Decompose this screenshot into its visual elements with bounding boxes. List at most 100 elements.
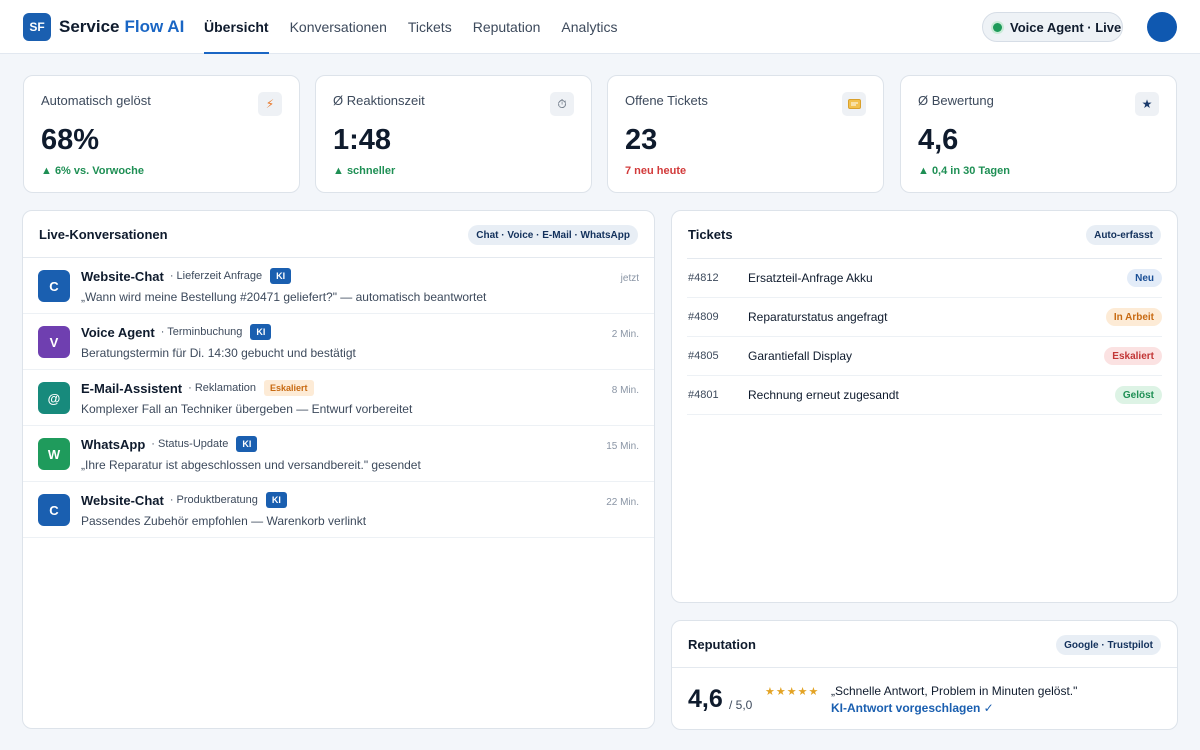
ticket-title: Garantiefall Display — [748, 349, 853, 363]
ticket-id: #4805 — [688, 350, 719, 362]
kpi-value: 68% — [41, 124, 100, 156]
kpi-value: 1:48 — [333, 124, 392, 156]
conversation-row[interactable]: V Voice Agent · Terminbuchung KI Beratun… — [23, 314, 654, 370]
ticket-title: Reparaturstatus angefragt — [748, 310, 888, 324]
conversation-message: Passendes Zubehör empfohlen — Warenkorb … — [81, 514, 367, 528]
status-badge: Eskaliert — [1104, 347, 1162, 365]
kpi-label: Ø Bewertung — [918, 93, 994, 108]
conversation-row[interactable]: C Website-Chat · Produktberatung KI Pass… — [23, 482, 654, 538]
ki-badge: KI — [250, 324, 272, 340]
tab-analytics[interactable]: Analytics — [561, 19, 618, 35]
channels-tag[interactable]: Chat · Voice · E-Mail · WhatsApp — [468, 225, 638, 245]
conversation-topic: · Lieferzeit Anfrage — [169, 270, 263, 282]
star-icon: ★ — [1135, 92, 1159, 116]
top-bar: SF Service Flow AI Übersicht Konversation… — [0, 0, 1200, 54]
ki-badge: KI — [270, 268, 292, 284]
ticket-id: #4812 — [688, 272, 719, 284]
panel-title: Tickets — [688, 227, 733, 242]
ticket-icon — [842, 92, 866, 116]
review-quote: „Schnelle Antwort, Problem in Minuten ge… — [831, 684, 1078, 698]
ai-reply-suggested-link[interactable]: KI-Antwort vorgeschlagen ✓ — [831, 701, 994, 715]
kpi-card-auto-resolved: Automatisch gelöst ⚡ 68% ▲ 6% vs. Vorwoc… — [23, 75, 300, 193]
auto-captured-tag[interactable]: Auto-erfasst — [1086, 225, 1161, 245]
user-avatar[interactable] — [1147, 12, 1177, 42]
conversation-message: „Wann wird meine Bestellung #20471 gelie… — [81, 290, 487, 304]
tab-reputation[interactable]: Reputation — [472, 19, 541, 35]
panel-title: Live-Konversationen — [39, 227, 168, 242]
status-badge: Neu — [1127, 269, 1162, 287]
ticket-row[interactable]: #4812 Ersatzteil-Anfrage Akku Neu — [687, 259, 1162, 298]
conversation-channel: E-Mail-Assistent — [81, 380, 183, 396]
conversation-time: jetzt — [620, 273, 639, 284]
ticket-id: #4801 — [688, 389, 719, 401]
channel-avatar: V — [38, 326, 70, 358]
conversation-message: „Ihre Reparatur ist abgeschlossen und ve… — [81, 458, 421, 472]
conversation-topic: · Terminbuchung — [160, 326, 243, 338]
channel-avatar: @ — [38, 382, 70, 414]
ticket-id: #4809 — [688, 311, 719, 323]
ticket-title: Ersatzteil-Anfrage Akku — [748, 271, 873, 285]
tab-uebersicht[interactable]: Übersicht — [204, 0, 269, 54]
reputation-max: / 5,0 — [729, 698, 753, 712]
voice-agent-status-button[interactable]: Voice Agent · Live — [982, 12, 1123, 42]
brand-name-primary: Service — [59, 17, 120, 36]
panel-header: Live-Konversationen Chat · Voice · E-Mai… — [23, 211, 654, 258]
conversation-time: 22 Min. — [606, 497, 639, 508]
kpi-trend: ▲ schneller — [333, 165, 396, 177]
brand-name: Service Flow AI — [59, 17, 184, 37]
conversation-row[interactable]: C Website-Chat · Lieferzeit Anfrage KI „… — [23, 258, 654, 314]
kpi-card-open-tickets: Offene Tickets 23 7 neu heute — [607, 75, 884, 193]
conversation-channel: Voice Agent — [81, 324, 155, 340]
ki-badge: KI — [236, 436, 258, 452]
status-badge: Gelöst — [1114, 386, 1162, 404]
conversation-row[interactable]: W WhatsApp · Status-Update KI „Ihre Repa… — [23, 426, 654, 482]
kpi-label: Offene Tickets — [625, 93, 708, 108]
ticket-list: #4812 Ersatzteil-Anfrage Akku Neu #4809 … — [672, 259, 1177, 415]
reputation-panel: Reputation Google · Trustpilot 4,6 / 5,0… — [671, 620, 1178, 730]
app-logo[interactable]: SF — [23, 13, 51, 41]
conversation-topic: · Reklamation — [188, 382, 256, 394]
conversation-time: 15 Min. — [606, 441, 639, 452]
ticket-row[interactable]: #4805 Garantiefall Display Eskaliert — [687, 337, 1162, 376]
ticket-row[interactable]: #4801 Rechnung erneut zugesandt Gelöst — [687, 376, 1162, 415]
conversation-topic: · Produktberatung — [169, 494, 258, 506]
kpi-label: Ø Reaktionszeit — [333, 93, 425, 108]
conversation-channel: WhatsApp — [81, 436, 146, 452]
conversation-time: 2 Min. — [611, 329, 639, 340]
live-conversations-panel: Live-Konversationen Chat · Voice · E-Mai… — [22, 210, 655, 729]
channel-avatar: C — [38, 494, 70, 526]
tickets-panel: Tickets Auto-erfasst #4812 Ersatzteil-An… — [671, 210, 1178, 603]
tab-konversationen[interactable]: Konversationen — [289, 19, 387, 35]
review-sources-tag[interactable]: Google · Trustpilot — [1056, 635, 1161, 655]
reputation-score: 4,6 — [688, 685, 723, 713]
status-badge: In Arbeit — [1105, 308, 1162, 326]
kpi-card-response-time: Ø Reaktionszeit ⏱ 1:48 ▲ schneller — [315, 75, 592, 193]
conversation-channel: Website-Chat — [81, 492, 164, 508]
kpi-card-rating: Ø Bewertung ★ 4,6 ▲ 0,4 in 30 Tagen — [900, 75, 1177, 193]
conversation-row[interactable]: @ E-Mail-Assistent · Reklamation Eskalie… — [23, 370, 654, 426]
channel-avatar: C — [38, 270, 70, 302]
stopwatch-icon: ⏱ — [550, 92, 574, 116]
star-rating-icon: ★★★★★ — [765, 686, 820, 698]
live-status-dot-icon — [993, 22, 1002, 32]
tab-tickets[interactable]: Tickets — [407, 19, 452, 35]
kpi-value: 4,6 — [918, 124, 959, 156]
ki-badge: KI — [265, 492, 287, 508]
panel-header: Reputation Google · Trustpilot — [672, 621, 1177, 668]
panel-header: Tickets Auto-erfasst — [672, 211, 1177, 258]
conversation-message: Komplexer Fall an Techniker übergeben — … — [81, 402, 413, 416]
kpi-trend: ▲ 0,4 in 30 Tagen — [918, 165, 1010, 177]
panel-title: Reputation — [688, 637, 756, 652]
escalated-badge: Eskaliert — [264, 380, 314, 396]
ticket-row[interactable]: #4809 Reparaturstatus angefragt In Arbei… — [687, 298, 1162, 337]
conversation-time: 8 Min. — [611, 385, 639, 396]
kpi-label: Automatisch gelöst — [41, 93, 151, 108]
kpi-value: 23 — [625, 124, 658, 156]
conversation-list: C Website-Chat · Lieferzeit Anfrage KI „… — [23, 258, 654, 538]
kpi-trend: ▲ 6% vs. Vorwoche — [41, 165, 144, 177]
lightning-icon: ⚡ — [258, 92, 282, 116]
brand-name-accent: Flow AI — [124, 17, 185, 36]
channel-avatar: W — [38, 438, 70, 470]
conversation-topic: · Status-Update — [151, 438, 229, 450]
conversation-channel: Website-Chat — [81, 268, 164, 284]
